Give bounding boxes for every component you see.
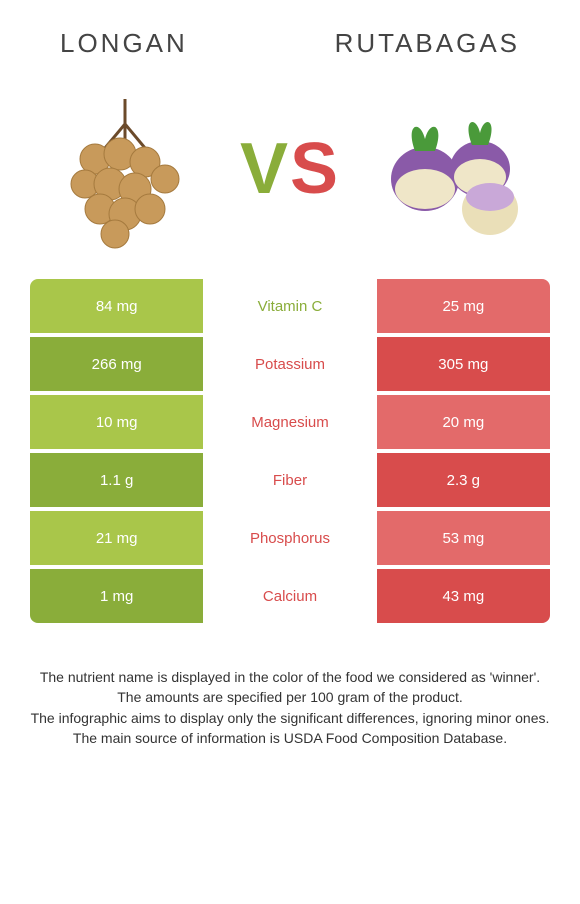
- left-value: 1.1 g: [30, 453, 203, 507]
- right-value: 43 mg: [377, 569, 550, 623]
- nutrient-name: Fiber: [203, 453, 376, 507]
- left-value: 84 mg: [30, 279, 203, 333]
- left-value: 1 mg: [30, 569, 203, 623]
- nutrient-name: Phosphorus: [203, 511, 376, 565]
- hero-row: VS: [0, 59, 580, 279]
- nutrient-row: 10 mgMagnesium20 mg: [30, 395, 550, 449]
- left-value: 10 mg: [30, 395, 203, 449]
- nutrient-row: 1 mgCalcium43 mg: [30, 569, 550, 623]
- right-food-title: RUTABAGAS: [335, 28, 520, 59]
- right-value: 305 mg: [377, 337, 550, 391]
- nutrient-row: 84 mgVitamin C25 mg: [30, 279, 550, 333]
- nutrient-name: Calcium: [203, 569, 376, 623]
- nutrient-name: Magnesium: [203, 395, 376, 449]
- footnote-line: The main source of information is USDA F…: [30, 728, 550, 748]
- nutrient-row: 1.1 gFiber2.3 g: [30, 453, 550, 507]
- footnote-line: The amounts are specified per 100 gram o…: [30, 687, 550, 707]
- footnote-line: The infographic aims to display only the…: [30, 708, 550, 728]
- vs-v: V: [240, 129, 290, 209]
- footnote-line: The nutrient name is displayed in the co…: [30, 667, 550, 687]
- left-value: 266 mg: [30, 337, 203, 391]
- nutrient-name: Vitamin C: [203, 279, 376, 333]
- header: LONGAN RUTABAGAS: [0, 0, 580, 59]
- left-value: 21 mg: [30, 511, 203, 565]
- left-food-title: LONGAN: [60, 28, 188, 59]
- nutrient-name: Potassium: [203, 337, 376, 391]
- right-value: 2.3 g: [377, 453, 550, 507]
- right-value: 20 mg: [377, 395, 550, 449]
- right-food-image: [370, 84, 540, 254]
- vs-s: S: [290, 129, 340, 209]
- nutrient-table: 84 mgVitamin C25 mg266 mgPotassium305 mg…: [0, 279, 580, 623]
- vs-label: VS: [240, 128, 340, 210]
- right-value: 25 mg: [377, 279, 550, 333]
- left-food-image: [40, 84, 210, 254]
- nutrient-row: 21 mgPhosphorus53 mg: [30, 511, 550, 565]
- right-value: 53 mg: [377, 511, 550, 565]
- nutrient-row: 266 mgPotassium305 mg: [30, 337, 550, 391]
- footnotes: The nutrient name is displayed in the co…: [0, 627, 580, 748]
